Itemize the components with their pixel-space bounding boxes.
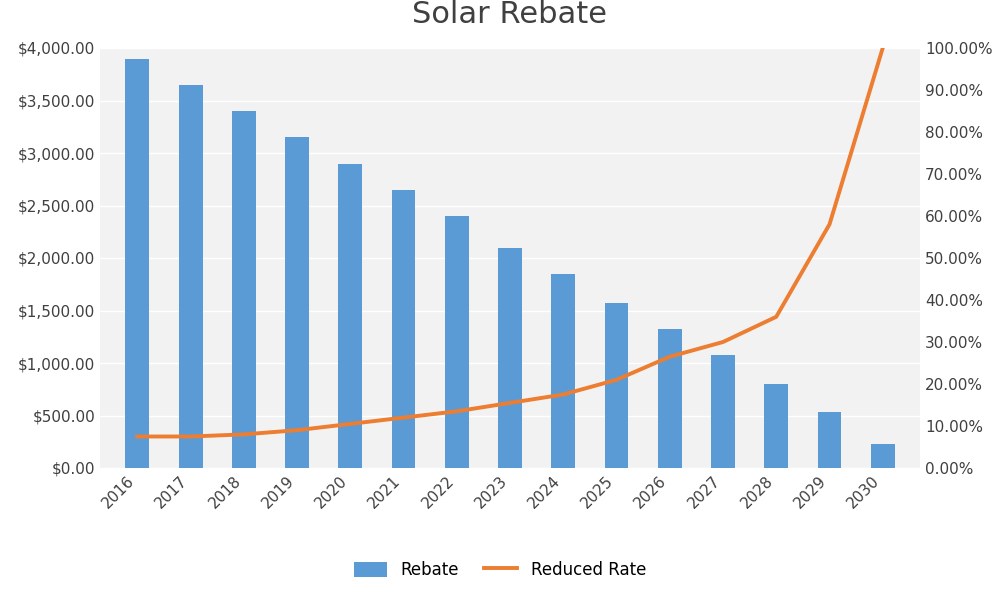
Reduced Rate [717, 338, 729, 346]
Reduced Rate [610, 376, 622, 383]
Reduced Rate [557, 391, 569, 398]
Reduced Rate [664, 353, 676, 360]
Bar [711, 355, 735, 468]
Bar [445, 216, 469, 468]
Bar [658, 329, 682, 468]
Bar [285, 137, 309, 468]
Bar [764, 384, 788, 468]
Title: Solar Rebate: Solar Rebate [413, 0, 608, 29]
Bar [551, 274, 575, 468]
Legend: Rebate, Reduced Rate: Rebate, Reduced Rate [347, 554, 653, 586]
Reduced Rate [770, 313, 782, 320]
Bar [498, 247, 522, 468]
Reduced Rate [344, 420, 356, 427]
Reduced Rate [131, 433, 143, 440]
Bar [338, 163, 362, 468]
Bar [179, 85, 202, 468]
Bar [818, 412, 841, 468]
Reduced Rate [185, 433, 197, 440]
Reduced Rate [238, 431, 250, 438]
Line: Reduced Rate: Reduced Rate [137, 48, 883, 437]
Reduced Rate [504, 400, 516, 407]
Reduced Rate [877, 44, 889, 52]
Bar [232, 111, 256, 468]
Bar [392, 190, 415, 468]
Bar [125, 58, 149, 468]
Bar [605, 302, 628, 468]
Reduced Rate [823, 221, 835, 228]
Reduced Rate [451, 408, 463, 415]
Reduced Rate [398, 414, 410, 421]
Reduced Rate [291, 427, 303, 434]
Bar [871, 444, 895, 468]
